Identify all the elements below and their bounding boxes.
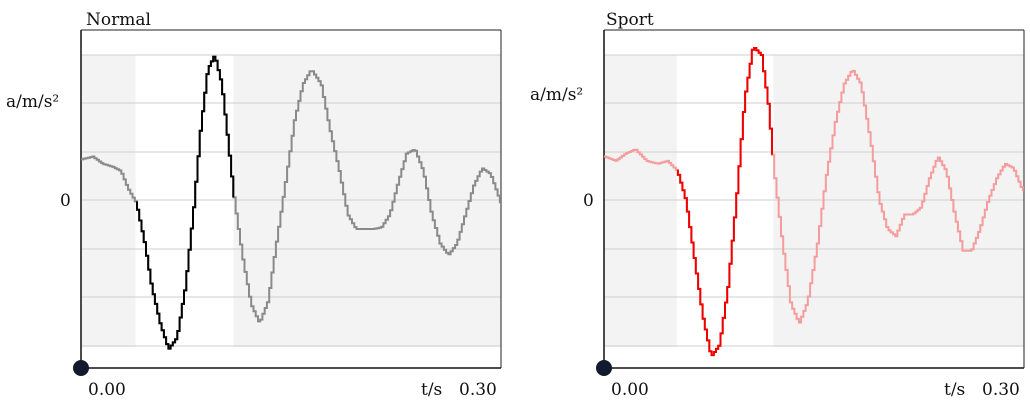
series-line-highlighted: [136, 55, 235, 350]
series-line-highlighted: [676, 47, 773, 357]
y-zero-label: 0: [60, 191, 71, 211]
highlight-window: [676, 55, 774, 347]
series-line-outside-window: [604, 47, 1024, 357]
chart-panel-normal: Normal a/m/s² 0 0.00 t/s 0.30: [6, 10, 502, 400]
y-axis-label: a/m/s²: [530, 85, 583, 105]
x-tick-end: 0.30: [459, 380, 497, 400]
x-tick-start: 0.00: [611, 380, 649, 400]
origin-dot: [596, 360, 612, 376]
chart-title: Normal: [86, 10, 151, 30]
x-tick-end: 0.30: [982, 380, 1020, 400]
origin-dot: [73, 360, 89, 376]
y-zero-label: 0: [583, 191, 594, 211]
gridlines: [604, 54, 1024, 347]
chart-panel-sport: Sport a/m/s² 0 0.00 t/s 0.30: [530, 10, 1025, 400]
x-axis-label: t/s: [421, 380, 442, 400]
x-axis-label: t/s: [944, 380, 965, 400]
y-axis-label: a/m/s²: [6, 92, 59, 112]
x-tick-start: 0.00: [88, 380, 126, 400]
chart-title: Sport: [606, 10, 654, 30]
plot-background: [604, 55, 1024, 347]
